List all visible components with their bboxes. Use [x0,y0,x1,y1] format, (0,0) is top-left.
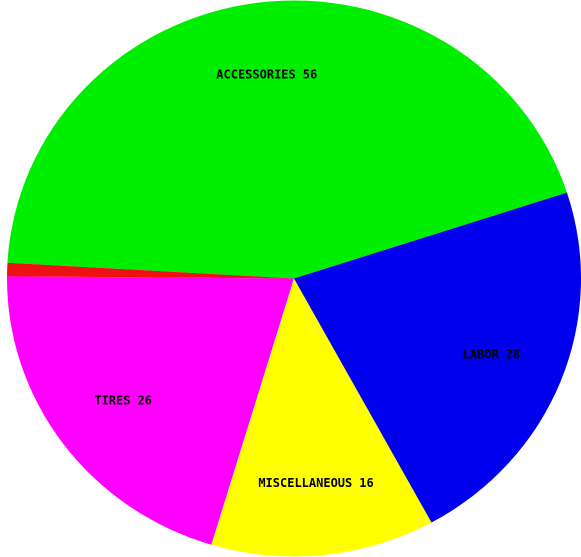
slice-value: 26 [137,393,151,407]
slice-value: 28 [506,347,520,361]
pie-slice [7,262,294,279]
slice-label: TIRES 26 [94,393,152,407]
slice-category: MISCELLANEOUS [258,476,352,490]
slice-label: LABOR 28 [463,347,521,361]
slice-category: ACCESSORIES [216,67,295,81]
pie-slice [7,0,567,279]
slice-label: MISCELLANEOUS 16 [258,476,373,490]
slice-category: TIRES [94,393,130,407]
slice-value: 16 [359,476,373,490]
pie-slice [211,278,432,557]
slice-category: LABOR [463,347,500,361]
pie-slice [7,276,294,545]
slice-label: ACCESSORIES 56 [216,67,317,81]
slice-value: 56 [303,67,317,81]
pie-slice [294,192,581,523]
